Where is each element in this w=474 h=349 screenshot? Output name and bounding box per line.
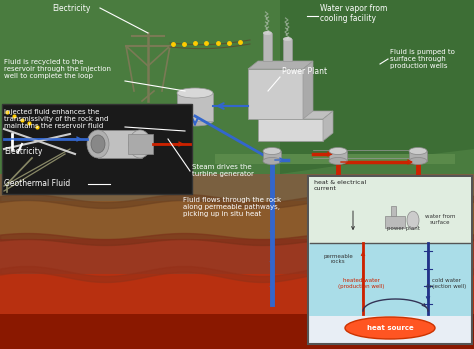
Bar: [309, 243, 471, 316]
Text: power plant: power plant: [387, 226, 420, 231]
Polygon shape: [0, 274, 474, 314]
Polygon shape: [0, 201, 474, 239]
Bar: [2, 104, 192, 194]
Polygon shape: [0, 0, 215, 174]
Polygon shape: [215, 154, 455, 164]
Bar: [391, 206, 396, 216]
Text: Geothermal Fluid: Geothermal Fluid: [4, 179, 70, 188]
Text: Steam drives the
turbine generator: Steam drives the turbine generator: [192, 164, 254, 177]
Ellipse shape: [87, 130, 109, 158]
Text: Fluid flows through the rock
along permeable pathways,
picking up in situ heat: Fluid flows through the rock along perme…: [183, 197, 281, 217]
Polygon shape: [0, 0, 474, 174]
Text: Fluid is recycled to the
reservoir through the injection
well to complete the lo: Fluid is recycled to the reservoir throu…: [4, 59, 111, 79]
Text: cold water
(injection well): cold water (injection well): [426, 278, 466, 289]
Polygon shape: [303, 61, 313, 119]
Bar: [128, 134, 153, 154]
Polygon shape: [248, 61, 313, 69]
Ellipse shape: [177, 88, 213, 98]
Text: Electricity: Electricity: [52, 4, 91, 13]
Ellipse shape: [91, 135, 105, 153]
Polygon shape: [258, 119, 323, 141]
Ellipse shape: [263, 148, 281, 155]
Ellipse shape: [129, 130, 151, 158]
Text: permeable
rocks: permeable rocks: [323, 254, 353, 265]
Ellipse shape: [409, 148, 427, 155]
Polygon shape: [0, 314, 474, 349]
Text: Power Plant: Power Plant: [282, 67, 327, 75]
Ellipse shape: [329, 148, 347, 155]
Bar: [263, 33, 272, 61]
Polygon shape: [258, 111, 333, 119]
Ellipse shape: [345, 317, 435, 339]
Text: heat & electrical
current: heat & electrical current: [314, 180, 366, 191]
Text: heated water
(production well): heated water (production well): [338, 278, 384, 289]
Polygon shape: [323, 111, 333, 141]
Ellipse shape: [329, 157, 347, 164]
Text: Water vapor from
cooling facility: Water vapor from cooling facility: [320, 4, 387, 23]
Ellipse shape: [263, 31, 272, 35]
Polygon shape: [280, 0, 474, 174]
Polygon shape: [0, 174, 474, 201]
Bar: [409, 151, 427, 161]
Ellipse shape: [407, 211, 419, 229]
Ellipse shape: [409, 157, 427, 164]
Text: water from
surface: water from surface: [425, 214, 455, 225]
Polygon shape: [177, 93, 213, 121]
Ellipse shape: [283, 37, 292, 41]
Text: Injected fluid enhances the
transmissivity of the rock and
maintains the reservo: Injected fluid enhances the transmissivi…: [4, 109, 109, 129]
Text: Electricity: Electricity: [4, 148, 42, 156]
Bar: [308, 176, 472, 344]
Text: heat source: heat source: [366, 325, 413, 331]
Bar: [385, 216, 405, 228]
Bar: [263, 151, 281, 161]
Polygon shape: [0, 239, 474, 274]
Bar: [329, 151, 347, 161]
Bar: [98, 130, 142, 158]
Ellipse shape: [177, 116, 213, 126]
Polygon shape: [248, 69, 303, 119]
Polygon shape: [130, 149, 340, 174]
Ellipse shape: [263, 157, 281, 164]
Bar: [309, 177, 471, 243]
Text: Fluid is pumped to
surface through
production wells: Fluid is pumped to surface through produ…: [390, 49, 455, 69]
Bar: [283, 39, 292, 61]
